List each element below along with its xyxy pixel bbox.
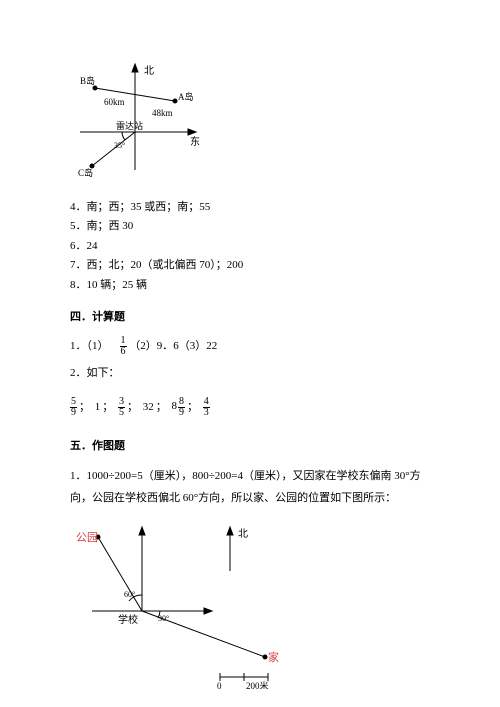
f2: 1 — [95, 401, 101, 413]
position-svg: 北 公园 学校 家 60° 30° 0 200米 — [70, 519, 300, 689]
f1: 5 9 — [70, 397, 77, 418]
x-dist: 48km — [152, 108, 173, 118]
a-label: A岛 — [178, 91, 194, 102]
scale-200: 200米 — [246, 680, 269, 689]
angle-label: 35° — [114, 141, 125, 150]
b-label: B岛 — [80, 75, 95, 86]
school-label: 学校 — [118, 613, 138, 626]
answer-8: 8．10 辆；25 辆 — [70, 277, 430, 295]
calc-line-1: 1．（1） 1 6 （2）9．6（3）22 — [70, 336, 430, 357]
position-diagram: 北 公园 学校 家 60° 30° 0 200米 — [70, 519, 430, 696]
calc1-left: 1．（1） — [70, 340, 109, 352]
f3: 3 5 — [118, 397, 125, 418]
diag-dist: 60km — [104, 97, 125, 107]
calc1-frac: 1 6 — [120, 336, 127, 357]
radar-svg: 北 东 B岛 A岛 C岛 60km 48km 雷达站 35° — [70, 60, 200, 180]
calc-line-2: 2．如下： — [70, 365, 430, 383]
answer-6: 6．24 — [70, 238, 430, 256]
answer-5: 5．南；西 30 — [70, 218, 430, 236]
home-label: 家 — [268, 650, 279, 664]
center-label: 雷达站 — [116, 120, 143, 131]
answer-7: 7．西；北；20（或北偏西 70）；200 — [70, 257, 430, 275]
park-label: 公园 — [76, 531, 98, 544]
frac-row: 5 9 ； 1； 3 5 ； 32； 8 8 9 ； 4 3 — [70, 397, 430, 418]
calc1-right: （2）9．6（3）22 — [129, 340, 217, 352]
north-arrow-label: 北 — [238, 528, 248, 540]
answer-4: 4．南；西；35 或西；南；55 — [70, 199, 430, 217]
angle-60: 60° — [124, 590, 135, 599]
f6: 4 3 — [203, 397, 210, 418]
f5: 8 8 9 — [172, 397, 186, 418]
f4: 32 — [143, 401, 154, 413]
section-5-title: 五．作图题 — [70, 438, 430, 456]
angle-30: 30° — [158, 614, 169, 623]
radar-diagram: 北 东 B岛 A岛 C岛 60km 48km 雷达站 35° — [70, 60, 430, 187]
scale-0: 0 — [217, 681, 222, 689]
c-label: C岛 — [78, 167, 93, 178]
east-label: 东 — [190, 135, 200, 148]
section-5-text: 1．1000÷200=5（厘米），800÷200=4（厘米），又因家在学校东偏南… — [70, 465, 430, 509]
north-label: 北 — [144, 65, 154, 77]
section-4-title: 四．计算题 — [70, 309, 430, 327]
